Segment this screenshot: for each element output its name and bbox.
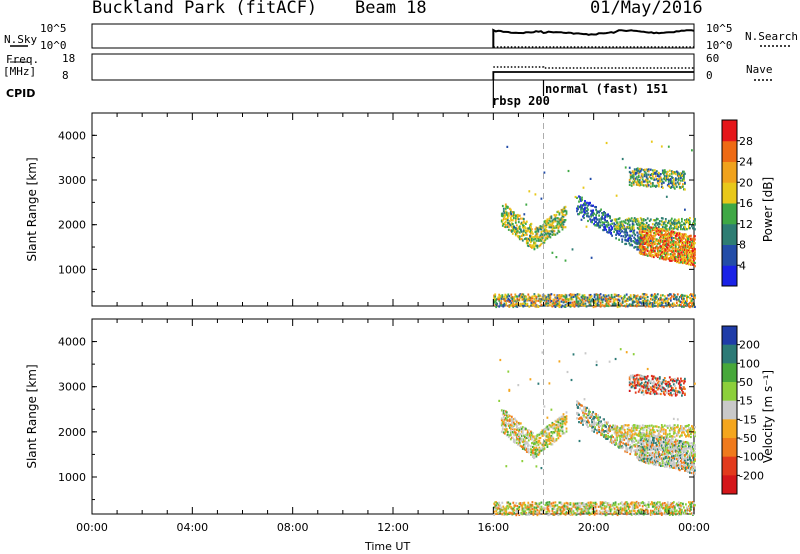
station-title: Buckland Park (fitACF): [92, 0, 318, 18]
velocity-echo-v1: [500, 409, 535, 460]
velocity-colorbar-tick-label: 100: [739, 357, 760, 370]
velocity-colorbar-segment: [722, 400, 737, 420]
power-echo-strong: [638, 223, 696, 268]
nave-trace: [493, 66, 694, 69]
power-panel-frame: [91, 112, 695, 307]
velocity-echo-v2: [533, 411, 568, 459]
velocity-colorbar-segment: [722, 438, 737, 458]
nave-tick-bottom: 0: [706, 69, 713, 82]
x-tick-label: 20:00: [578, 521, 610, 534]
velocity-colorbar-segment: [722, 456, 737, 476]
cpid-label: CPID: [6, 87, 36, 100]
freq-panel: [91, 53, 695, 81]
power-echo-near: [493, 293, 696, 309]
velocity-colorbar-tick-label: 15: [739, 395, 753, 408]
power-colorbar-segment: [722, 244, 737, 266]
nave-label: Nave: [746, 63, 773, 76]
velocity-panel-frame: [91, 318, 695, 515]
velocity-echo-sparse: [498, 348, 696, 470]
power-colorbar-tick-label: 16: [739, 197, 753, 210]
velocity-colorbar-segment: [722, 475, 737, 495]
velocity-echo-near: [493, 500, 696, 517]
power-colorbar-segment: [722, 265, 737, 287]
power-colorbar-segment: [722, 120, 737, 142]
velocity-y-tick-label: 1000: [58, 471, 86, 484]
power-colorbar-tick-label: 4: [739, 259, 746, 272]
velocity-y-axis-label: Slant Range [km]: [25, 364, 39, 468]
velocity-echo-mid: [613, 424, 696, 439]
nsearch-tick-top: 10^5: [706, 22, 733, 35]
nave-tick-top: 60: [706, 52, 720, 65]
x-axis-label: Time UT: [365, 540, 411, 553]
power-y-tick-label: 3000: [58, 174, 86, 187]
cpid-mode-normal: normal (fast) 151: [545, 82, 668, 96]
nsky-tick-bottom: 10^0: [40, 39, 67, 52]
nsearch-label: N.Search: [745, 30, 798, 43]
power-y-tick-label: 1000: [58, 263, 86, 276]
power-y-tick-label: 2000: [58, 219, 86, 232]
power-colorbar-tick-label: 12: [739, 218, 753, 231]
power-colorbar-segment: [722, 182, 737, 204]
velocity-colorbar-frame: [721, 325, 738, 495]
x-tick-label: 04:00: [176, 521, 208, 534]
power-echo-mid: [613, 217, 696, 231]
power-echo-sparse: [503, 140, 693, 262]
nsearch-tick-bottom: 10^0: [706, 39, 733, 52]
velocity-colorbar-tick-label: -200: [739, 469, 764, 482]
freq-trace: [492, 71, 694, 80]
velocity-colorbar-tick-label: -50: [739, 432, 757, 445]
freq-unit-label: [MHz]: [3, 65, 37, 78]
velocity-colorbar-tick-label: -100: [739, 451, 764, 464]
velocity-y-tick-label: 2000: [58, 426, 86, 439]
power-colorbar-tick-label: 24: [739, 156, 753, 169]
power-colorbar-tick-label: 8: [739, 239, 746, 252]
power-colorbar-label: Power [dB]: [761, 177, 775, 242]
velocity-y-tick-label: 3000: [58, 381, 86, 394]
x-tick-label: 16:00: [477, 521, 509, 534]
x-tick-label: 12:00: [377, 521, 409, 534]
power-echo-v1: [500, 203, 535, 249]
nsky-trace: [492, 28, 695, 48]
velocity-colorbar-tick-label: 200: [739, 339, 760, 352]
cpid-mode-rbsp: rbsp 200: [492, 94, 550, 108]
power-colorbar-segment: [722, 140, 737, 162]
date-title: 01/May/2016: [590, 0, 703, 18]
velocity-echo-strong: [638, 430, 696, 475]
power-echo-v2: [533, 205, 568, 251]
velocity-colorbar-segment: [722, 344, 737, 364]
power-colorbar-segment: [722, 223, 737, 245]
power-colorbar-segment: [722, 161, 737, 183]
velocity-echo-upper: [628, 373, 686, 397]
freq-tick-bottom: 8: [62, 69, 69, 82]
nsky-label: N.Sky: [4, 33, 38, 46]
velocity-colorbar-segment: [722, 419, 737, 439]
x-tick-label: 00:00: [76, 521, 108, 534]
nsky-panel: [91, 23, 695, 49]
power-colorbar-tick-label: 20: [739, 176, 753, 189]
power-colorbar-tick-label: 28: [739, 135, 753, 148]
power-y-axis-label: Slant Range [km]: [25, 157, 39, 261]
power-colorbar-segment: [722, 203, 737, 225]
velocity-colorbar-tick-label: -15: [739, 413, 757, 426]
power-y-tick-label: 4000: [58, 129, 86, 142]
velocity-colorbar-tick-label: 50: [739, 376, 753, 389]
velocity-colorbar-label: Velocity [m s⁻¹]: [761, 370, 775, 463]
velocity-colorbar-segment: [722, 382, 737, 402]
velocity-y-tick-label: 4000: [58, 336, 86, 349]
velocity-colorbar-segment: [722, 363, 737, 383]
velocity-colorbar-segment: [722, 326, 737, 346]
x-tick-label: 00:00: [678, 521, 710, 534]
beam-title: Beam 18: [355, 0, 427, 18]
nsky-tick-top: 10^5: [40, 22, 67, 35]
power-echo-upper: [628, 166, 686, 191]
freq-label: Freq.: [6, 53, 40, 66]
freq-tick-top: 18: [62, 52, 76, 65]
x-tick-label: 08:00: [277, 521, 309, 534]
